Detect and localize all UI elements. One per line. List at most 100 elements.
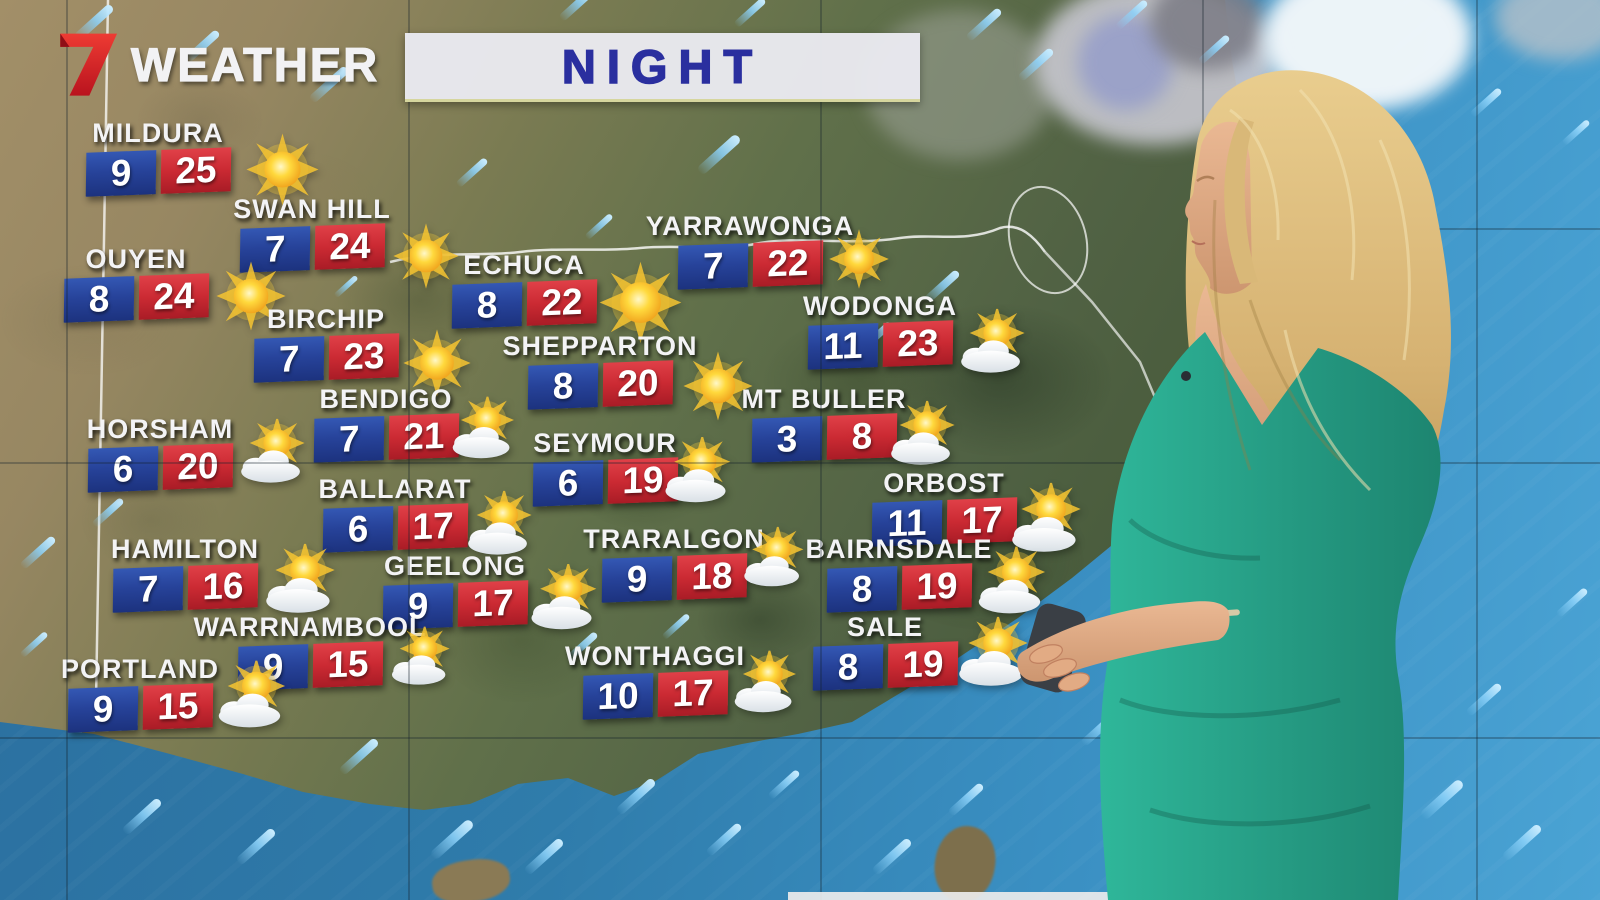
city-name: BAIRNSDALE <box>805 534 993 564</box>
partly-cloudy-icon <box>205 660 297 743</box>
city-forecast: MT BULLER 3 8 <box>742 384 898 463</box>
city-name: WONTHAGGI <box>565 641 745 671</box>
video-wall-seam <box>820 0 822 900</box>
temps-row: 9 25 <box>85 147 232 197</box>
high-temp-box: 24 <box>138 273 210 320</box>
city-name: OUYEN <box>85 244 187 274</box>
high-temp-box: 22 <box>752 240 824 287</box>
low-temp-box: 9 <box>85 150 157 197</box>
city-name: SEYMOUR <box>533 428 677 458</box>
video-wall-seam <box>0 462 1600 464</box>
high-temp-box: 17 <box>657 670 729 717</box>
city-forecast: GEELONG 9 17 <box>382 551 528 630</box>
temps-row: 8 19 <box>812 641 959 691</box>
temps-row: 10 17 <box>582 670 729 720</box>
city-name: WODONGA <box>803 291 957 321</box>
city-forecast: YARRAWONGA 7 22 <box>646 211 824 290</box>
period-banner-label: NIGHT <box>561 39 764 94</box>
city-forecast: BENDIGO 7 21 <box>313 384 460 463</box>
high-temp-box: 24 <box>314 223 386 270</box>
temps-row: 6 20 <box>87 443 234 493</box>
high-temp-box: 23 <box>882 320 954 367</box>
lower-third-strip <box>788 892 1116 900</box>
temps-row: 7 16 <box>112 563 259 613</box>
city-name: ORBOST <box>883 468 1005 498</box>
city-name: YARRAWONGA <box>645 211 855 241</box>
low-temp-box: 9 <box>67 686 139 733</box>
temps-row: 11 23 <box>807 320 954 370</box>
sunny-icon <box>392 222 460 295</box>
city-name: MT BULLER <box>741 384 907 414</box>
video-wall-seam <box>1202 0 1204 900</box>
temps-row: 3 8 <box>751 413 898 463</box>
city-name: PORTLAND <box>61 654 219 684</box>
city-forecast: TRARALGON 9 18 <box>583 556 747 603</box>
temps-row: 7 22 <box>677 240 824 290</box>
temps-row: 7 21 <box>313 413 460 463</box>
city-forecast: MILDURA 9 25 <box>85 118 232 197</box>
low-temp-box: 3 <box>751 416 823 463</box>
city-forecast: ORBOST 11 17 <box>871 468 1017 544</box>
low-temp-box: 7 <box>313 416 385 463</box>
city-name: BENDIGO <box>319 384 453 414</box>
temps-row: 8 24 <box>63 273 210 323</box>
city-forecast: WODONGA 11 23 <box>803 291 954 370</box>
city-forecast: SALE 8 19 <box>812 612 959 691</box>
temps-row: 8 22 <box>451 279 598 329</box>
video-wall-seam <box>1476 0 1478 900</box>
video-wall-seam <box>0 737 1600 739</box>
high-temp-box: 15 <box>312 641 384 688</box>
city-forecast: BIRCHIP 7 23 <box>253 304 400 383</box>
low-temp-box: 7 <box>677 243 749 290</box>
low-temp-box: 10 <box>582 673 654 720</box>
high-temp-box: 20 <box>602 360 674 407</box>
low-temp-box: 6 <box>532 460 604 507</box>
city-name: HAMILTON <box>111 534 259 564</box>
seven-weather-logo: WEATHER <box>55 26 379 102</box>
low-temp-box: 8 <box>826 566 898 613</box>
high-temp-box: 15 <box>142 683 214 730</box>
city-name: MILDURA <box>92 118 224 148</box>
city-forecast: PORTLAND 9 15 <box>61 654 214 733</box>
partly-cloudy-icon <box>948 308 1036 388</box>
partly-cloudy-icon <box>722 650 807 727</box>
city-name: SWAN HILL <box>233 194 391 224</box>
high-temp-box: 22 <box>526 279 598 326</box>
high-temp-box: 20 <box>162 443 234 490</box>
low-temp-box: 9 <box>601 556 673 603</box>
low-temp-box: 8 <box>527 363 599 410</box>
city-forecast: WONTHAGGI 10 17 <box>565 641 729 720</box>
city-forecast: HORSHAM 6 20 <box>87 414 234 493</box>
sunny-icon <box>828 228 890 295</box>
temps-row: 7 23 <box>253 333 400 383</box>
low-temp-box: 8 <box>451 282 523 329</box>
city-name: BIRCHIP <box>266 304 386 334</box>
partly-cloudy-icon <box>380 626 460 699</box>
city-forecast: SEYMOUR 6 19 <box>532 428 678 507</box>
video-wall-seam <box>66 0 68 900</box>
partly-cloudy-icon <box>228 418 316 498</box>
city-forecast: BALLARAT 6 17 <box>319 474 468 550</box>
city-name: ECHUCA <box>463 250 585 280</box>
low-temp-box: 7 <box>253 336 325 383</box>
partly-cloudy-icon <box>652 436 742 518</box>
low-temp-box: 6 <box>87 446 159 493</box>
high-temp-box: 23 <box>328 333 400 380</box>
city-name: TRARALGON <box>583 524 765 554</box>
video-wall-seam <box>1202 228 1600 230</box>
low-temp-box: 8 <box>63 276 135 323</box>
temps-row: 8 19 <box>826 563 973 613</box>
city-forecast: BAIRNSDALE 8 19 <box>805 534 973 613</box>
city-forecast: SWAN HILL 7 24 <box>233 194 386 270</box>
city-forecast: WARRNAMBOOL 9 15 <box>194 612 384 691</box>
high-temp-box: 19 <box>901 563 973 610</box>
city-name: SALE <box>846 612 924 642</box>
video-wall-seam <box>408 0 410 900</box>
partly-cloudy-icon <box>945 616 1040 702</box>
low-temp-box: 11 <box>807 323 879 370</box>
partly-cloudy-icon <box>518 563 608 645</box>
city-name: HORSHAM <box>86 414 234 444</box>
city-name: GEELONG <box>383 551 527 581</box>
partly-cloudy-icon <box>732 526 814 601</box>
